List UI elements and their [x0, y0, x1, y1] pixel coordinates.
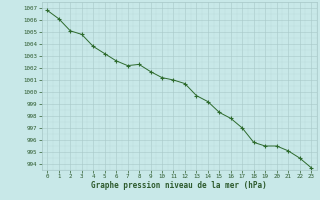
- X-axis label: Graphe pression niveau de la mer (hPa): Graphe pression niveau de la mer (hPa): [91, 181, 267, 190]
